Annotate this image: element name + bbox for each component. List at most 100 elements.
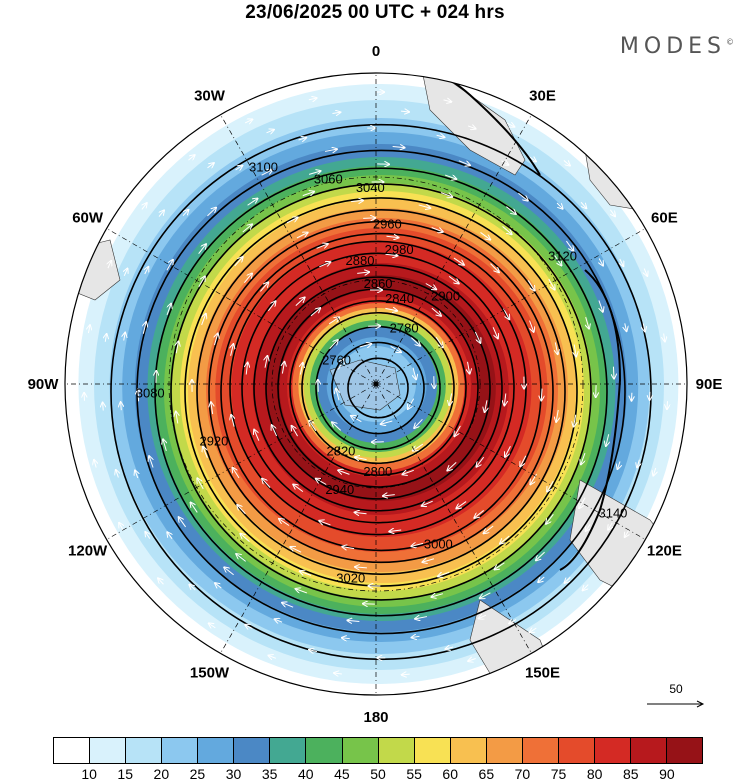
- meridian-line: [106, 383, 377, 540]
- wind-vector: [504, 393, 505, 406]
- wind-vector: [188, 155, 194, 160]
- legend-tick-label: 65: [478, 766, 495, 782]
- wind-vector: [500, 535, 510, 544]
- graticule: [65, 73, 687, 695]
- legend-tick-label: 75: [550, 766, 567, 782]
- meridian-line: [106, 228, 377, 385]
- wind-vector: [243, 273, 252, 284]
- wind-vector: [302, 192, 314, 196]
- wind-vector: [279, 519, 290, 526]
- wind-vector: [105, 334, 106, 342]
- meridian-line: [375, 383, 532, 654]
- wind-vector: [124, 333, 125, 341]
- height-contour: [265, 276, 491, 500]
- wind-vector: [282, 603, 294, 608]
- contour-label: 2820: [326, 443, 355, 458]
- wind-vector: [94, 460, 96, 468]
- wind-vector: [261, 170, 273, 176]
- wind-vector: [586, 316, 589, 329]
- wind-vector: [342, 638, 350, 639]
- wind-vector: [300, 363, 302, 375]
- wind-vector: [608, 522, 612, 530]
- wind-vectors: [84, 92, 667, 675]
- wind-vector: [319, 262, 330, 268]
- longitude-labels: 0 30E 60E 90E 120E 150E 180 150W 120W 90W 60W 30W: [28, 43, 723, 726]
- wind-vector: [574, 414, 576, 427]
- wind-vector: [436, 135, 445, 137]
- wind-vector: [422, 500, 433, 506]
- wind-vector: [211, 402, 213, 415]
- wind-vector: [502, 226, 512, 234]
- wind-vector: [445, 647, 454, 649]
- contour-label: 3100: [249, 159, 278, 174]
- wind-vector: [355, 512, 367, 513]
- contour-label: 3060: [314, 171, 343, 186]
- wind-vector: [203, 447, 208, 459]
- wind-vector: [182, 210, 188, 217]
- wind-vector: [667, 401, 668, 409]
- wind-vector: [385, 308, 397, 310]
- reference-arrow-icon: [647, 700, 705, 708]
- wind-vector: [357, 272, 369, 273]
- wind-vector: [149, 456, 153, 468]
- wind-vector: [265, 356, 267, 368]
- wind-vector: [541, 388, 542, 401]
- wind-vector: [580, 201, 586, 208]
- legend-swatch: [54, 738, 91, 763]
- wind-vector: [268, 655, 277, 658]
- wind-vector: [555, 342, 557, 354]
- wind-vector: [438, 572, 450, 576]
- contour-label: 2840: [385, 291, 414, 306]
- wind-vector: [224, 567, 234, 576]
- height-contour: [347, 357, 409, 419]
- wind-vector: [392, 147, 405, 148]
- wind-vector: [480, 592, 491, 598]
- height-contour: [331, 341, 425, 435]
- contour-label: 2760: [322, 352, 351, 367]
- longitude-label: 120W: [68, 543, 108, 560]
- wind-vector: [189, 585, 196, 591]
- legend-tick-label: 45: [334, 766, 350, 782]
- wind-vector: [613, 366, 614, 379]
- wind-vector: [308, 171, 321, 174]
- wind-vector: [197, 478, 204, 490]
- legend-swatch: [631, 738, 668, 763]
- legend-swatch: [198, 738, 235, 763]
- contour-label: 3040: [356, 180, 385, 195]
- reference-vector: 50: [645, 682, 707, 712]
- wind-vector: [231, 415, 234, 427]
- wind-vector: [308, 98, 317, 100]
- legend-tick-label: 70: [514, 766, 531, 782]
- wind-vector: [414, 418, 423, 428]
- wind-vector: [653, 467, 655, 476]
- wind-vector: [272, 425, 278, 437]
- wind-vector: [664, 333, 665, 342]
- contour-label: 2880: [346, 253, 375, 268]
- wind-vector: [359, 344, 372, 347]
- wind-vector: [448, 275, 459, 283]
- wind-vector: [586, 524, 590, 531]
- wind-vector: [179, 517, 187, 528]
- wind-vector: [490, 263, 498, 273]
- wind-vector: [338, 470, 350, 475]
- wind-vector: [563, 160, 570, 165]
- map-title: 23/06/2025 00 UTC + 024 hrs: [245, 2, 505, 23]
- wind-vector: [275, 619, 283, 622]
- wind-vector: [501, 161, 508, 165]
- wind-vector: [245, 625, 253, 629]
- wind-vector: [468, 658, 476, 661]
- contour-3140-east: [559, 269, 622, 571]
- legend-swatch: [342, 738, 379, 763]
- wind-vector: [581, 452, 586, 464]
- wind-vector: [198, 276, 205, 288]
- wind-vector: [381, 421, 393, 424]
- wind-vector: [401, 111, 409, 112]
- longitude-label: 60W: [72, 210, 104, 227]
- wind-vector: [145, 267, 149, 275]
- wind-vector: [296, 233, 308, 239]
- wind-vector: [546, 513, 554, 523]
- height-contour: [184, 197, 578, 587]
- wind-vector: [443, 100, 452, 102]
- wind-vector: [286, 217, 298, 224]
- wind-vector: [484, 525, 494, 533]
